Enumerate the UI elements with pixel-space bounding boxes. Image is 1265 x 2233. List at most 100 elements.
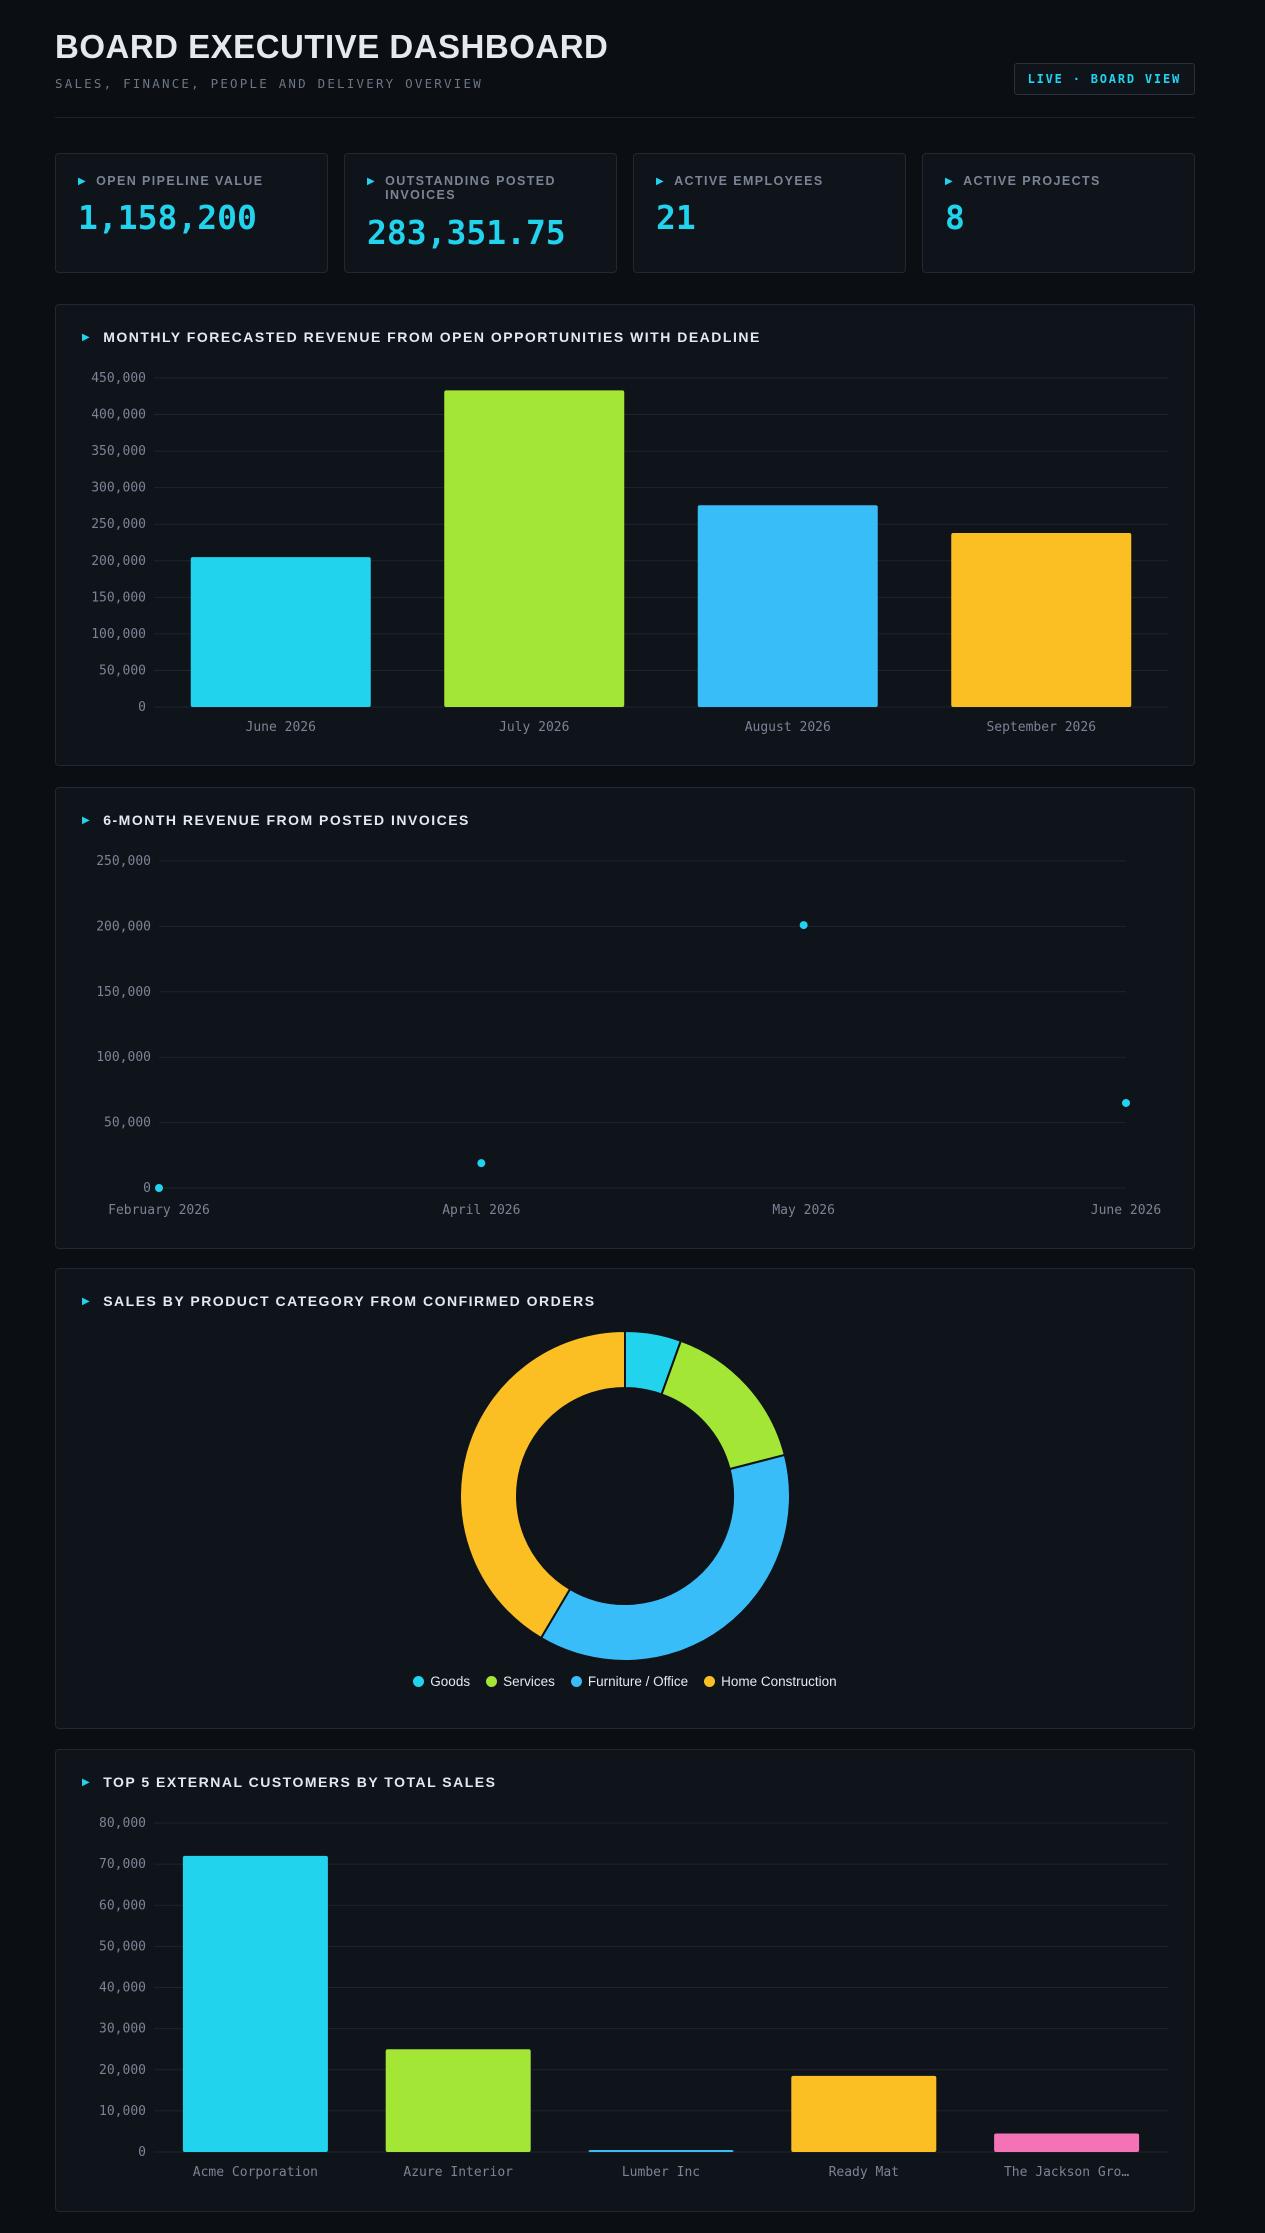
- kpi-value: 1,158,200: [78, 198, 257, 238]
- bar: [190, 557, 371, 707]
- y-tick-label: 250,000: [91, 517, 146, 532]
- posted-invoices-chart: 0 50,000 100,000 150,000 200,000 250,000 Febru…: [96, 854, 1161, 1218]
- y-tick-label: 0: [138, 2145, 146, 2160]
- pie-slice: [660, 1339, 787, 1471]
- forecast-revenue-chart: 0 50,000 100,000 150,000 200,000 250,000 300,0…: [91, 371, 1168, 735]
- kpi-label: OPEN PIPELINE VALUE: [96, 174, 264, 188]
- top-customers-chart: 0 10,000 20,000 30,000 40,000 50,000 60,000 70,…: [99, 1816, 1168, 2180]
- y-tick-label: 0: [138, 700, 146, 715]
- x-tick-label: August 2026: [745, 720, 831, 735]
- triangle-right-icon: ▶: [78, 176, 88, 187]
- x-tick-label: July 2026: [499, 720, 569, 735]
- y-tick-label: 150,000: [91, 590, 146, 605]
- legend-item[interactable]: Furniture / Office: [570, 1674, 688, 1689]
- dashboard-header: BOARD EXECUTIVE DASHBOARD SALES, FINANCE…: [55, 28, 1195, 118]
- y-tick-label: 150,000: [96, 985, 151, 1000]
- legend-swatch: [704, 1676, 716, 1687]
- y-tick-label: 20,000: [99, 2063, 146, 2078]
- y-tick-label: 200,000: [96, 919, 151, 934]
- header-divider: [55, 117, 1195, 118]
- x-tick-label: Azure Interior: [403, 2165, 513, 2180]
- y-tick-label: 70,000: [99, 1857, 146, 1872]
- data-point: [1122, 1098, 1130, 1107]
- triangle-right-icon: ▶: [656, 176, 666, 187]
- legend-swatch: [570, 1676, 582, 1687]
- kpi-value: 283,351.75: [367, 212, 566, 252]
- x-tick-label: May 2026: [772, 1203, 835, 1218]
- y-tick-label: 350,000: [91, 444, 146, 459]
- posted-invoices-panel: ▶ 6-MONTH REVENUE FROM POSTED INVOICES 0 5…: [55, 787, 1195, 1249]
- bar: [588, 2149, 734, 2152]
- y-tick-label: 0: [143, 1181, 151, 1196]
- y-tick-label: 100,000: [96, 1050, 151, 1065]
- triangle-right-icon: ▶: [82, 815, 92, 826]
- triangle-right-icon: ▶: [367, 176, 377, 187]
- x-tick-label: Ready Mat: [829, 2165, 899, 2180]
- bar: [182, 1855, 328, 2152]
- data-point: [477, 1159, 486, 1168]
- bar: [444, 390, 625, 707]
- data-point: [799, 921, 808, 930]
- kpi-label: ACTIVE EMPLOYEES: [674, 174, 824, 188]
- bar: [791, 2075, 937, 2152]
- pie-slice: [539, 1453, 791, 1662]
- product-category-panel: ▶ SALES BY PRODUCT CATEGORY FROM CONFIRME…: [55, 1268, 1195, 1729]
- kpi-row: ▶ OPEN PIPELINE VALUE 1,158,200 ▶ OUTSTAND…: [55, 153, 1195, 273]
- pie-slice: [459, 1329, 626, 1640]
- legend-item[interactable]: Services: [486, 1674, 555, 1689]
- live-board-view-badge[interactable]: LIVE · BOARD VIEW: [1013, 63, 1195, 95]
- x-tick-label: September 2026: [986, 720, 1096, 735]
- page-subtitle: SALES, FINANCE, PEOPLE AND DELIVERY OVER…: [55, 76, 483, 91]
- y-tick-label: 450,000: [91, 371, 146, 386]
- x-tick-label: Lumber Inc: [622, 2165, 700, 2180]
- bar: [385, 2049, 531, 2152]
- kpi-card-outstanding-invoices: ▶ OUTSTANDING POSTED INVOICES 283,351.75: [344, 153, 617, 273]
- product-category-donut: [459, 1329, 791, 1662]
- x-tick-label: June 2026: [1091, 1203, 1161, 1218]
- triangle-right-icon: ▶: [82, 332, 92, 343]
- panel-title: MONTHLY FORECASTED REVENUE FROM OPEN OPP…: [103, 329, 761, 345]
- triangle-right-icon: ▶: [82, 1777, 92, 1788]
- kpi-value: 21: [656, 198, 696, 238]
- panel-title: 6-MONTH REVENUE FROM POSTED INVOICES: [103, 812, 470, 828]
- y-tick-label: 60,000: [99, 1898, 146, 1913]
- bar: [951, 532, 1132, 707]
- y-tick-label: 40,000: [99, 1981, 146, 1996]
- kpi-card-open-pipeline: ▶ OPEN PIPELINE VALUE 1,158,200: [55, 153, 328, 273]
- y-tick-label: 300,000: [91, 481, 146, 496]
- triangle-right-icon: ▶: [945, 176, 955, 187]
- triangle-right-icon: ▶: [82, 1296, 92, 1307]
- y-tick-label: 30,000: [99, 2022, 146, 2037]
- legend-item[interactable]: Home Construction: [704, 1674, 837, 1689]
- y-tick-label: 400,000: [91, 408, 146, 423]
- kpi-label: ACTIVE PROJECTS: [963, 174, 1101, 188]
- top-customers-panel: ▶ TOP 5 EXTERNAL CUSTOMERS BY TOTAL SALES…: [55, 1749, 1195, 2212]
- kpi-value: 8: [945, 198, 965, 238]
- legend-item[interactable]: Goods: [413, 1674, 470, 1689]
- y-tick-label: 50,000: [99, 663, 146, 678]
- y-tick-label: 50,000: [104, 1116, 151, 1131]
- legend-swatch: [413, 1676, 425, 1687]
- data-point: [155, 1184, 163, 1192]
- legend-label: Home Construction: [721, 1674, 837, 1689]
- x-tick-label: April 2026: [442, 1203, 520, 1218]
- kpi-card-active-employees: ▶ ACTIVE EMPLOYEES 21: [633, 153, 906, 273]
- bar: [994, 2133, 1140, 2152]
- y-tick-label: 250,000: [96, 854, 151, 869]
- legend-label: Services: [503, 1674, 555, 1689]
- y-tick-label: 200,000: [91, 554, 146, 569]
- chart-legend: Goods Services Furniture / Office Home Cons…: [56, 1674, 1194, 1689]
- y-tick-label: 10,000: [99, 2104, 146, 2119]
- kpi-card-active-projects: ▶ ACTIVE PROJECTS 8: [922, 153, 1195, 273]
- x-tick-label: June 2026: [246, 720, 316, 735]
- panel-title: SALES BY PRODUCT CATEGORY FROM CONFIRMED…: [103, 1293, 596, 1309]
- forecast-revenue-panel: ▶ MONTHLY FORECASTED REVENUE FROM OPEN OP…: [55, 304, 1195, 766]
- page-title: BOARD EXECUTIVE DASHBOARD: [55, 28, 609, 65]
- y-tick-label: 80,000: [99, 1816, 146, 1831]
- x-tick-label: February 2026: [108, 1203, 210, 1218]
- legend-label: Goods: [430, 1674, 471, 1689]
- y-tick-label: 50,000: [99, 1939, 146, 1954]
- y-tick-label: 100,000: [91, 627, 146, 642]
- x-tick-label: Acme Corporation: [193, 2165, 318, 2180]
- kpi-label: OUTSTANDING POSTED INVOICES: [385, 174, 556, 203]
